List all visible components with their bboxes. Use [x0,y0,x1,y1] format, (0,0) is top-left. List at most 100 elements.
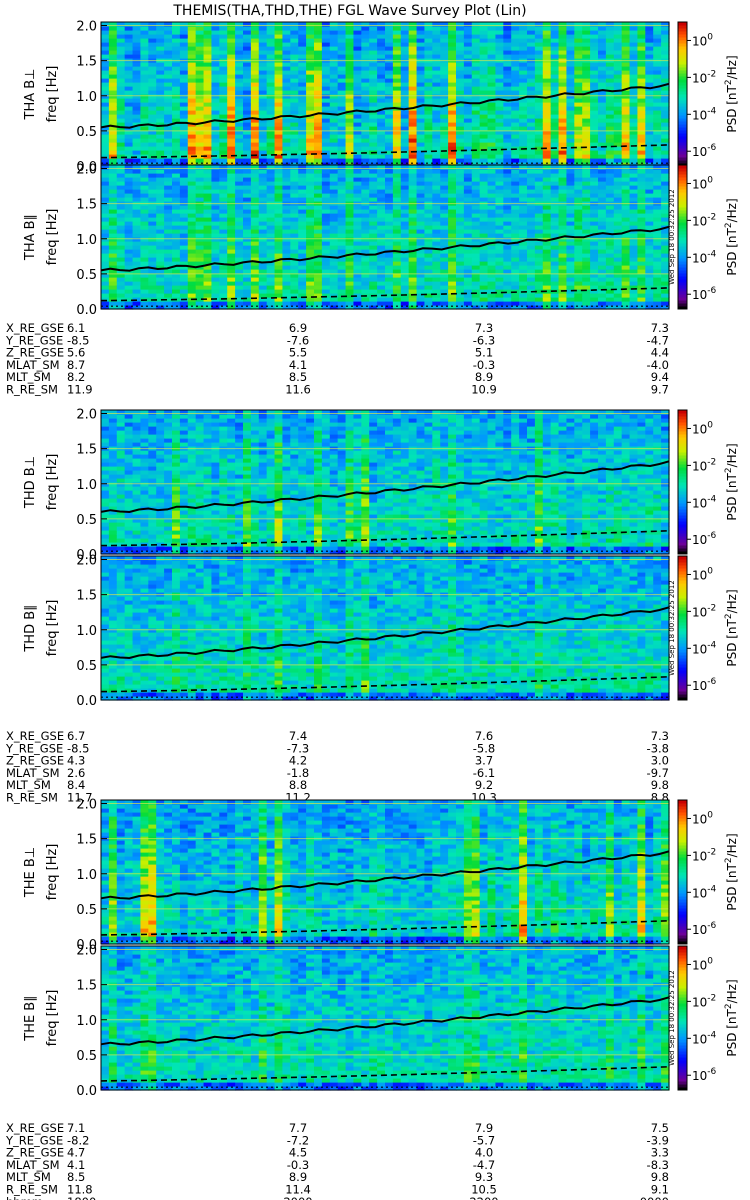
colorbar-label: PSD [nT2/Hz] [724,833,739,910]
heavy-ion-gyrofrequency-curve [100,287,670,302]
time-tick-label: 0000 [640,1195,669,1200]
ephemeris-value: 11.7 [67,791,93,805]
ephemeris-value: 8.8 [289,778,307,792]
creation-timestamp: Wed Sep 18 00:32:25 2012 [668,970,676,1066]
heavy-ion-gyrofrequency-curve [100,530,670,547]
ephemeris-value: 10.9 [471,383,497,397]
ephemeris-value: -9.7 [647,766,669,780]
colorbar: 100 10-2 10-4 10-6 PSD [nT2/Hz] [677,945,739,1091]
grid-lines [101,559,669,666]
ephemeris-row-label: R_RE_SM [6,1183,58,1197]
ephemeris-row-label: MLAT_SM [6,358,60,372]
ephemeris-value: 9.8 [651,1170,669,1184]
spectrogram-panel: 0.0 0.5 1.0 1.5 2.0 THD B⊥ freq [Hz] 100 10-2 10-… [23,408,739,563]
freq-tick-label: 0.0 [76,160,97,175]
colorbar-tick-label: 100 [692,566,713,582]
ephemeris-value: 4.1 [67,1158,85,1172]
panel-frame [100,945,670,1091]
colorbar-tick-label: 10-2 [692,847,716,863]
freq-tick-label: 0.5 [76,1049,97,1064]
ephemeris-value: 8.9 [475,370,493,384]
colorbar-tick-label: 100 [692,420,713,436]
ephemeris-value: -8.5 [67,333,89,347]
ephemeris-value: -4.7 [473,1158,495,1172]
ephemeris-value: 8.4 [67,778,85,792]
spectrogram-panel: 0.0 0.5 1.0 1.5 2.0 THE B⊥ freq [Hz] 100 10-2 10-… [23,798,739,953]
ephemeris-row-label: X_RE_GSE [6,1121,64,1135]
colorbar-tick-label: 10-6 [692,286,717,302]
ephemeris-value: 7.3 [651,729,669,743]
freq-tick-label: 1.0 [76,624,97,639]
colorbar-label: PSD [nT2/Hz] [724,979,739,1056]
figure-title: THEMIS(THA,THD,THE) FGL Wave Survey Plot… [172,3,526,19]
ephemeris-value: 8.7 [67,358,85,372]
ephemeris-value: 9.1 [651,1183,669,1197]
freq-tick-label: 2.0 [76,554,97,569]
ephemeris-value: 8.9 [289,1170,307,1184]
ephemeris-row-label: MLT_SM [6,778,51,792]
ephemeris-value: -7.3 [287,741,309,755]
panel-frame [100,799,670,945]
ephemeris-value: -7.6 [287,333,309,347]
colorbar-label: PSD [nT2/Hz] [724,443,739,520]
freq-axis-label: freq [Hz] [45,454,60,511]
ephemeris-row-label: R_RE_SM [6,791,58,805]
colorbar-tick-label: 10-6 [692,143,717,159]
colorbar-tick-label: 10-4 [692,106,717,122]
ephemeris-value: 11.8 [67,1183,93,1197]
ephemeris-value: 7.5 [651,1121,669,1135]
ephemeris-value: 9.4 [651,370,669,384]
freq-tick-label: 0.0 [76,548,97,563]
gyrofrequency-curve [100,996,670,1046]
freq-tick-label: 2.0 [76,798,97,813]
creation-timestamp: Wed Sep 18 00:32:25 2012 [668,580,676,676]
ephemeris-value: -4.7 [647,333,669,347]
colorbar-tick-label: 10-4 [692,640,717,656]
ephemeris-value: 7.4 [289,729,307,743]
ephemeris-row-label: MLAT_SM [6,766,60,780]
freq-tick-label: 0.0 [76,303,97,318]
panel-frame [100,164,670,310]
spectrogram-panel: 0.0 0.5 1.0 1.5 2.0 THA B∥ freq [Hz] 100 10-2 10-… [23,163,739,318]
ephemeris-value: 7.1 [67,1121,85,1135]
ephemeris-value: 11.6 [285,383,311,397]
grid-lines [101,25,669,132]
gyrofrequency-curve [100,225,670,272]
colorbar-tick-label: 100 [692,32,713,48]
colorbar-tick-label: 10-2 [692,457,716,473]
panel-label: THD B∥ [23,604,38,652]
colorbar: 100 10-2 10-4 10-6 PSD [nT2/Hz] [677,164,739,310]
freq-tick-label: 0.5 [76,125,97,140]
freq-tick-label: 0.0 [76,694,97,709]
ephemeris-row-label: R_RE_SM [6,383,58,397]
ephemeris-value: -6.1 [473,766,495,780]
freq-axis-label: freq [Hz] [45,990,60,1047]
freq-tick-label: 2.0 [76,408,97,423]
ephemeris-value: 9.2 [475,778,493,792]
colorbar-tick-label: 10-4 [692,494,717,510]
ephemeris-value: 5.1 [475,346,493,360]
panel-frame [100,555,670,701]
ephemeris-value: 6.1 [67,321,85,335]
ephemeris-value: 11.9 [67,383,93,397]
ephemeris-row-label: Z_RE_GSE [6,1146,64,1160]
ephemeris-value: -0.3 [287,1158,309,1172]
probe-group: 0.0 0.5 1.0 1.5 2.0 THE B⊥ freq [Hz] 100 10-2 10-… [5,798,739,1197]
heavy-ion-gyrofrequency-curve [100,1066,670,1082]
ephemeris-value: 5.6 [67,346,85,360]
ephemeris-row-label: Z_RE_GSE [6,346,64,360]
panel-label: THD B⊥ [23,456,38,509]
ephemeris-value: -5.7 [473,1133,495,1147]
freq-tick-label: 2.0 [76,20,97,35]
freq-tick-label: 1.5 [76,198,97,213]
colorbar-label: PSD [nT2/Hz] [724,589,739,666]
ephemeris-row-label: Y_RE_GSE [5,1133,63,1147]
colorbar-tick-label: 10-6 [692,921,717,937]
ephemeris-value: 10.5 [471,1183,497,1197]
ephemeris-table: X_RE_GSE 6.7 7.4 7.6 7.3 Y_RE_GSE -8.5 -7.3 -5.8… [5,729,669,805]
ephemeris-value: 9.7 [651,383,669,397]
freq-tick-label: 0.0 [76,938,97,953]
colorbar-tick-label: 100 [692,810,713,826]
grid-lines [101,413,669,520]
freq-tick-label: 0.5 [76,268,97,283]
